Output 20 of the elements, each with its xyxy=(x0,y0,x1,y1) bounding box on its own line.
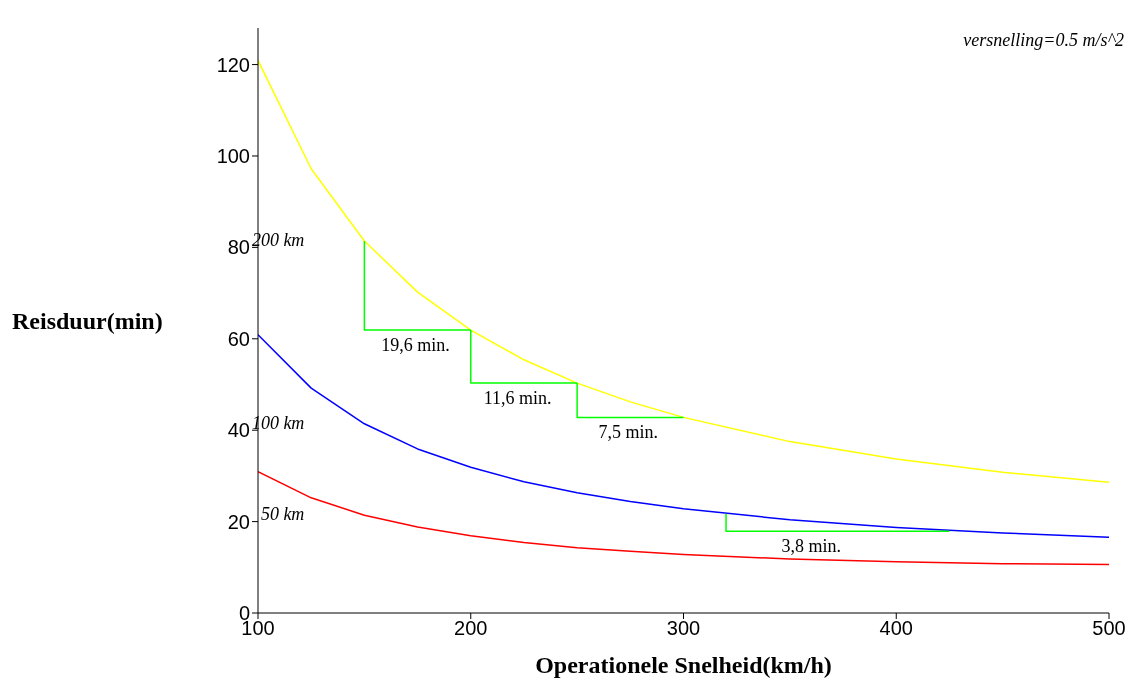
y-tick-label: 100 xyxy=(216,145,250,168)
annotation: 7,5 min. xyxy=(598,422,658,443)
annotation: 3,8 min. xyxy=(781,535,841,556)
x-tick-label: 500 xyxy=(1092,617,1126,640)
y-tick-label: 40 xyxy=(227,419,250,442)
y-axis-title: Reisduur(min) xyxy=(12,308,163,335)
annotation: 11,6 min. xyxy=(483,387,552,408)
series-label: 100 km xyxy=(251,412,305,433)
series-label: 50 km xyxy=(260,504,305,525)
annotation: 19,6 min. xyxy=(381,334,450,355)
x-tick-label: 300 xyxy=(666,617,701,640)
annotation: versnelling=0.5 m/s^2 xyxy=(963,30,1124,51)
y-tick-label: 120 xyxy=(216,53,250,76)
y-tick-label: 20 xyxy=(227,510,250,533)
y-tick-label: 60 xyxy=(227,327,250,350)
x-axis-title: Operationele Snelheid(km/h) xyxy=(535,652,832,678)
x-tick-label: 400 xyxy=(879,617,913,640)
x-tick-label: 200 xyxy=(454,617,488,640)
y-tick-label: 80 xyxy=(227,236,250,259)
text: 200 km xyxy=(251,229,305,250)
